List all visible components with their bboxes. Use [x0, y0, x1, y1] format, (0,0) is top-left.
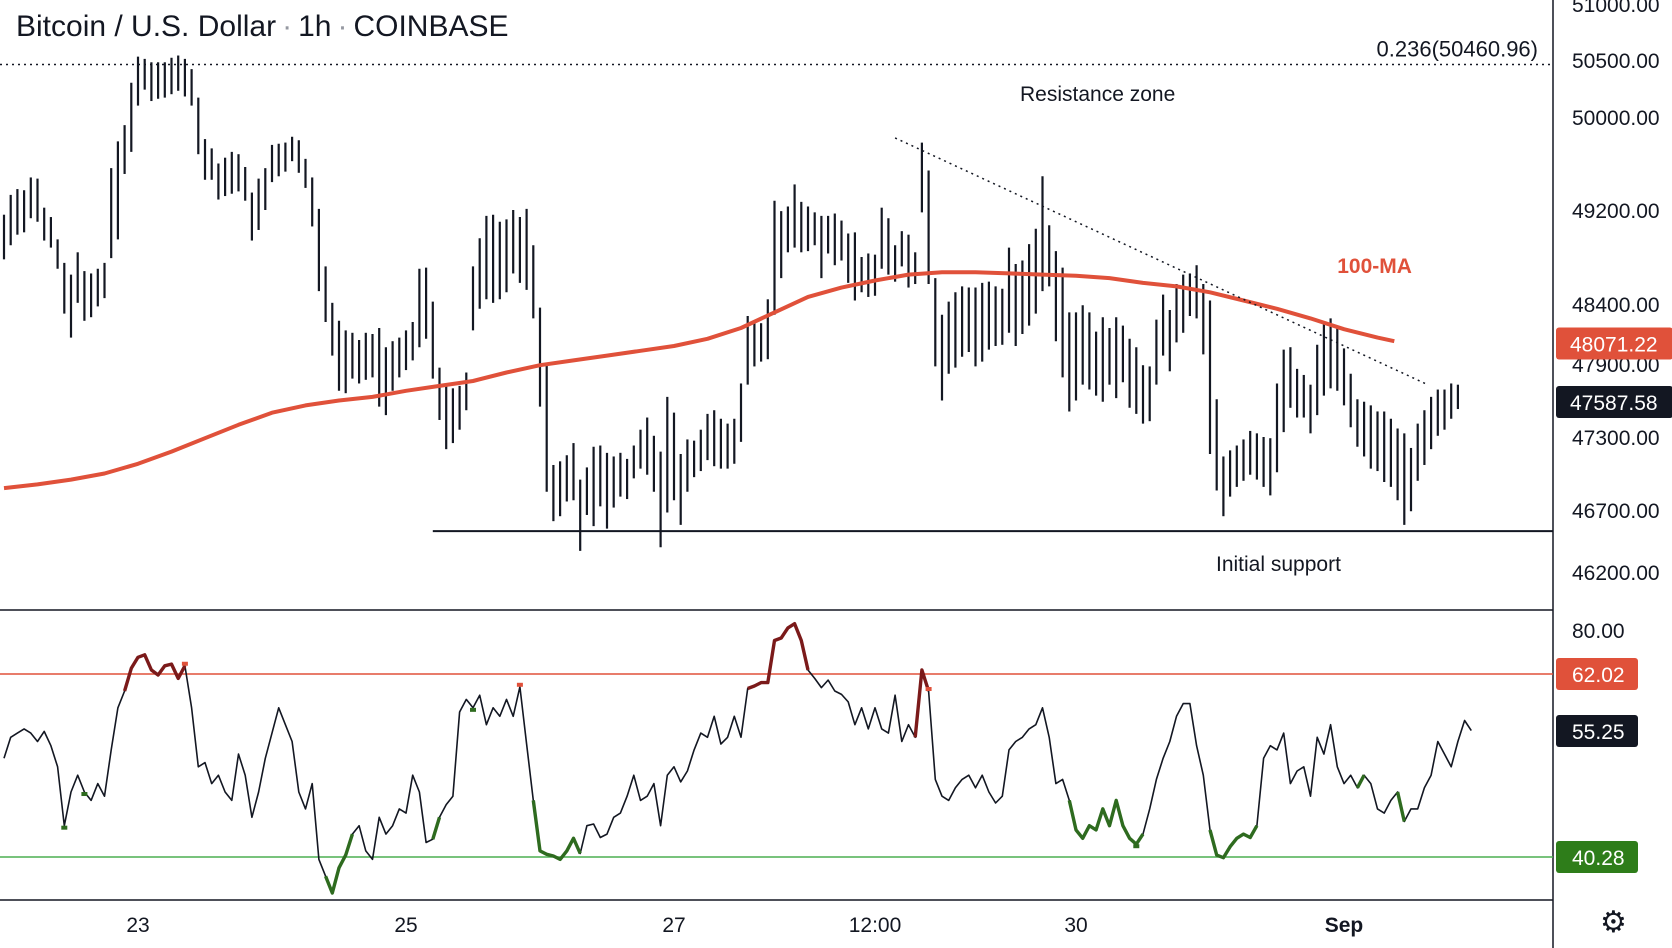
price-bars[interactable]: [2, 55, 1460, 551]
rsi-oversold-segment: [1395, 791, 1406, 822]
price-tick-label: 49200.00: [1572, 200, 1660, 223]
last-price-badge: 47587.58: [1556, 386, 1672, 419]
time-tick-label: 23: [126, 914, 149, 937]
rsi-peak-marker: [181, 661, 188, 666]
rsi-trough-marker: [1133, 844, 1140, 849]
title-separator: ·: [282, 10, 293, 43]
price-tick-label: 48400.00: [1572, 294, 1660, 317]
time-tick-label: 25: [394, 914, 417, 937]
rsi-trough-marker: [81, 792, 88, 797]
symbol-name: Bitcoin / U.S. Dollar: [16, 10, 277, 43]
time-tick-label: 30: [1064, 914, 1087, 937]
price-tick-label: 50500.00: [1572, 50, 1660, 73]
rsi-overbought-segment: [122, 653, 187, 692]
rsi-oversold-segment: [531, 800, 582, 862]
rsi-oversold-segment: [324, 833, 355, 895]
fib-level-label: 0.236(50460.96): [1377, 36, 1538, 61]
initial-support-label: Initial support: [1216, 553, 1341, 576]
svg-text:47587.58: 47587.58: [1570, 392, 1658, 415]
rsi-overbought-segment: [913, 668, 931, 738]
rsi-tick-label: 80.00: [1572, 620, 1625, 643]
rsi-oversold-segment: [431, 816, 442, 840]
rsi-oversold-segment: [1067, 798, 1145, 846]
rsi-upper-badge: 62.02: [1556, 658, 1638, 690]
rsi-trough-marker: [470, 707, 476, 712]
price-tick-label: 51000.00: [1572, 0, 1660, 17]
rsi-oversold-segment: [1208, 824, 1259, 860]
exchange-label: COINBASE: [353, 10, 509, 43]
rsi-pane[interactable]: [0, 622, 1553, 895]
time-tick-label: 27: [662, 914, 685, 937]
svg-text:62.02: 62.02: [1572, 664, 1625, 687]
ma-100-line[interactable]: [3, 270, 1395, 491]
svg-text:48071.22: 48071.22: [1570, 333, 1658, 356]
rsi-peak-marker: [925, 687, 932, 692]
resistance-trendline[interactable]: [894, 137, 1429, 386]
interval-label[interactable]: 1h: [298, 10, 332, 43]
rsi-peak-marker: [516, 682, 523, 687]
rsi-line: [3, 622, 1472, 894]
resistance-zone-label: Resistance zone: [1020, 83, 1175, 106]
chart-title: Bitcoin / U.S. Dollar · 1h · COINBASE: [16, 10, 509, 44]
rsi-lower-badge: 40.28: [1556, 841, 1638, 873]
time-tick-label: 12:00: [849, 914, 902, 937]
rsi-overbought-segment: [747, 622, 810, 691]
time-tick-label: Sep: [1325, 914, 1364, 937]
price-tick-label: 46700.00: [1572, 500, 1660, 523]
price-tick-label: 47900.00: [1572, 354, 1660, 377]
ma-label: 100-MA: [1337, 255, 1412, 278]
rsi-current-badge: 55.25: [1556, 714, 1638, 747]
ma-value-badge: 48071.22: [1556, 327, 1672, 360]
price-tick-label: 47300.00: [1572, 427, 1660, 450]
time-axis[interactable]: 23 25 27 12:00 30 Sep: [126, 914, 1363, 937]
gear-icon[interactable]: ⚙: [1600, 906, 1627, 939]
svg-text:55.25: 55.25: [1572, 721, 1625, 744]
price-axis[interactable]: 51000.00 50500.00 50000.00 49200.00 48400.00…: [1572, 0, 1660, 585]
price-tick-label: 46200.00: [1572, 562, 1660, 585]
title-separator: ·: [337, 10, 348, 43]
rsi-oversold-segment: [1355, 774, 1366, 789]
svg-text:40.28: 40.28: [1572, 847, 1625, 870]
rsi-trough-marker: [61, 825, 68, 830]
price-tick-label: 50000.00: [1572, 107, 1660, 130]
